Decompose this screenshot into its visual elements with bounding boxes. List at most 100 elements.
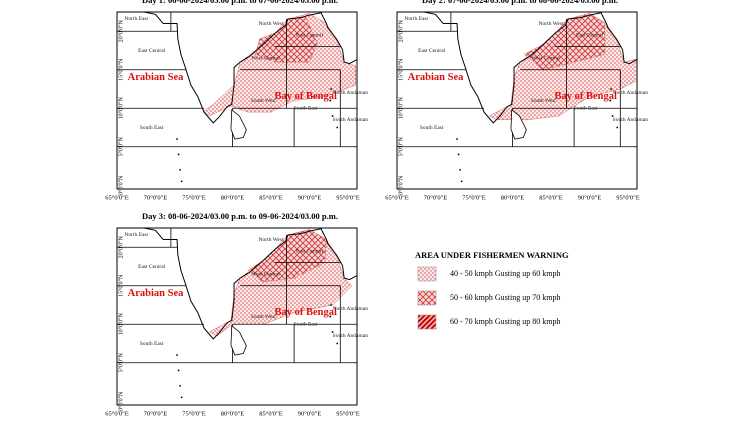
region-label: South East [294, 322, 318, 328]
lat-label: 0°0'0"N [117, 391, 124, 411]
region-label: East Central [418, 48, 446, 54]
lat-label: 0°0'0"N [397, 175, 404, 195]
region-label: East Central [138, 264, 166, 270]
island [176, 138, 178, 140]
sri-lanka [230, 108, 247, 140]
lon-label: 90°0'0"E [578, 194, 601, 201]
island [330, 88, 332, 90]
region-label: South East [140, 125, 164, 131]
sea-label: Arabian Sea [128, 72, 184, 83]
island [459, 168, 462, 171]
lat-label: 10°0'0"N [397, 96, 404, 119]
lon-label: 75°0'0"E [182, 194, 205, 201]
legend-swatch [417, 290, 437, 306]
lat-label: 20°0'0"N [397, 19, 404, 42]
lon-label: 75°0'0"E [182, 410, 205, 417]
island [330, 304, 332, 306]
island [456, 138, 458, 140]
coastline [143, 228, 357, 340]
lat-label: 20°0'0"N [117, 19, 124, 42]
map: Day 3: 08-06-2024/03.00 p.m. to 09-06-20… [105, 211, 368, 418]
island [179, 384, 182, 387]
lon-label: 95°0'0"E [616, 194, 639, 201]
region-label: West Central [251, 271, 280, 277]
lat-label: 5°0'0"N [397, 136, 404, 156]
coastline [143, 12, 357, 124]
lat-label: 10°0'0"N [117, 312, 124, 335]
region-label: North Andaman [613, 90, 649, 96]
sea-label: Bay of Bengal [274, 91, 337, 102]
island [610, 88, 612, 90]
map-body [117, 12, 357, 183]
region-label: East Central [296, 32, 324, 38]
island [331, 115, 334, 117]
region-label: North Andaman [333, 306, 369, 312]
lat-label: 15°0'0"N [397, 58, 404, 81]
lon-label: 90°0'0"E [298, 194, 321, 201]
island [177, 369, 180, 372]
island [329, 315, 332, 318]
island [336, 342, 339, 345]
lon-label: 80°0'0"E [501, 194, 524, 201]
map-title: Day 3: 08-06-2024/03.00 p.m. to 09-06-20… [142, 211, 338, 221]
lon-label: 80°0'0"E [221, 410, 244, 417]
region-label: East Central [296, 248, 324, 254]
lat-label: 15°0'0"N [117, 274, 124, 297]
lon-label: 70°0'0"E [144, 410, 167, 417]
lon-label: 65°0'0"E [385, 194, 408, 201]
island [176, 354, 178, 356]
coastline [423, 12, 637, 124]
region-label: East Central [576, 32, 604, 38]
region-label: South West [251, 314, 276, 320]
island [179, 168, 182, 171]
island [180, 396, 183, 399]
sri-lanka [230, 324, 247, 356]
map-frame [116, 227, 358, 406]
island [336, 126, 339, 129]
region-label: South East [574, 106, 598, 112]
lat-label: 15°0'0"N [117, 58, 124, 81]
lon-label: 65°0'0"E [105, 410, 128, 417]
lon-label: 70°0'0"E [144, 194, 167, 201]
region-label: South West [531, 98, 556, 104]
legend-title: AREA UNDER FISHERMEN WARNING [415, 250, 569, 260]
region-label: North East [124, 16, 148, 22]
region-label: South East [420, 125, 444, 131]
map-body [117, 228, 357, 399]
map-frame [396, 11, 638, 190]
lon-label: 85°0'0"E [539, 194, 562, 201]
sea-label: Bay of Bengal [274, 307, 337, 318]
map-title: Day 1: 06-06-2024/03.00 p.m. to 07-06-20… [142, 0, 338, 5]
legend-item: 40 - 50 kmph Gusting up 60 kmph [450, 269, 560, 278]
island [180, 180, 183, 183]
region-label: South East [140, 341, 164, 347]
map: Day 1: 06-06-2024/03.00 p.m. to 07-06-20… [105, 0, 368, 201]
region-label: West Central [531, 55, 560, 61]
map-frame [116, 11, 358, 190]
legend-swatch [417, 266, 437, 282]
region-label: West Central [251, 55, 280, 61]
lon-label: 70°0'0"E [424, 194, 447, 201]
map: Day 2: 07-06-2024/03.00 p.m. to 08-06-20… [385, 0, 648, 201]
island [331, 331, 334, 333]
region-label: South Andaman [333, 333, 369, 339]
region-label: North Andaman [333, 90, 369, 96]
lat-label: 0°0'0"N [117, 175, 124, 195]
island [611, 115, 614, 117]
legend-swatch [417, 314, 437, 330]
lat-label: 5°0'0"N [117, 136, 124, 156]
lon-label: 90°0'0"E [298, 410, 321, 417]
legend-item: 50 - 60 kmph Gusting up 70 kmph [450, 293, 560, 302]
island [329, 99, 332, 102]
sri-lanka [510, 108, 527, 140]
region-label: South Andaman [333, 117, 369, 123]
region-label: South West [251, 98, 276, 104]
map-title: Day 2: 07-06-2024/03.00 p.m. to 08-06-20… [422, 0, 618, 5]
sea-label: Arabian Sea [408, 72, 464, 83]
lon-label: 75°0'0"E [462, 194, 485, 201]
lon-label: 80°0'0"E [221, 194, 244, 201]
region-label: North East [124, 232, 148, 238]
region-label: North West [259, 237, 284, 243]
island [177, 153, 180, 156]
